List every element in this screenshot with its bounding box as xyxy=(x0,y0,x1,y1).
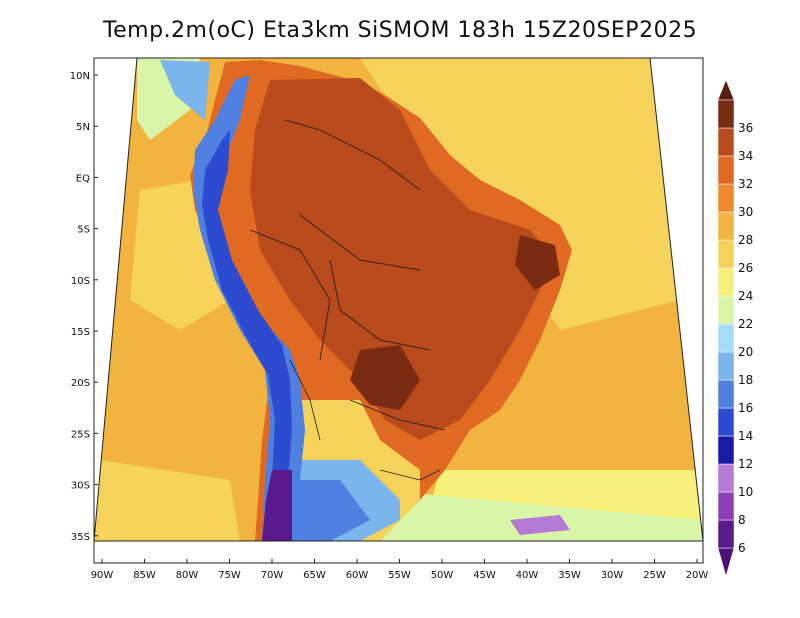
colorbar-label: 26 xyxy=(738,261,753,275)
atlantic-warm-area xyxy=(360,58,680,330)
lon-label: 90W xyxy=(91,570,114,581)
latitude-axis: 10N 5N EQ 5S 10S 15S 20S 25S 30S 35S xyxy=(70,71,98,543)
south-atlantic-cooler-band xyxy=(360,490,703,541)
lon-label: 65W xyxy=(303,570,326,581)
colorbar-swatch xyxy=(717,435,735,465)
andes-coldest-core xyxy=(202,130,292,541)
colorbar-swatch xyxy=(717,239,735,269)
colorbar-swatch xyxy=(717,323,735,353)
colorbar-label: 14 xyxy=(738,429,753,443)
colorbar-swatch xyxy=(717,295,735,325)
lon-label: 45W xyxy=(473,570,496,581)
colorbar-label: 6 xyxy=(738,541,746,555)
map-title: Temp.2m(oC) Eta3km SiSMOM 183h 15Z20SEP2… xyxy=(102,18,698,43)
lat-label: 35S xyxy=(71,532,90,543)
colorbar-swatch xyxy=(717,379,735,409)
colorbar-label: 30 xyxy=(738,205,753,219)
lon-label: 80W xyxy=(176,570,199,581)
lat-label: 10N xyxy=(70,71,90,82)
colorbar-label: 20 xyxy=(738,345,753,359)
central-hot-core xyxy=(250,78,555,440)
colorbar-label: 28 xyxy=(738,233,753,247)
lat-label: 25S xyxy=(71,429,90,440)
colorbar-swatch xyxy=(717,463,735,493)
lat-label: 10S xyxy=(71,276,90,287)
map-field xyxy=(94,58,703,541)
lat-label: EQ xyxy=(76,173,90,184)
lon-label: 55W xyxy=(388,570,411,581)
colorbar-swatch xyxy=(717,351,735,381)
colorbar-min-arrow xyxy=(717,547,735,577)
northeast-hottest xyxy=(515,235,560,290)
pacific-south-warm xyxy=(94,460,240,541)
pampas-cooler xyxy=(290,480,370,541)
patagonia-coldest xyxy=(262,470,292,541)
lat-label: 15S xyxy=(71,327,90,338)
lon-label: 35W xyxy=(558,570,581,581)
colorbar-label: 32 xyxy=(738,177,753,191)
pacific-north-cooler xyxy=(160,60,210,120)
colorbar-max-arrow xyxy=(717,79,735,101)
lon-label: 70W xyxy=(261,570,284,581)
lon-label: 75W xyxy=(218,570,241,581)
lat-label: 5S xyxy=(77,225,90,236)
colorbar-label: 34 xyxy=(738,149,753,163)
colorbar-label: 8 xyxy=(738,513,746,527)
colorbar-swatch xyxy=(717,99,735,129)
pantanal-hottest xyxy=(350,345,420,410)
lon-label: 20W xyxy=(686,570,709,581)
lon-label: 40W xyxy=(516,570,539,581)
colorbar-label: 24 xyxy=(738,289,753,303)
colorbar-label: 12 xyxy=(738,457,753,471)
lat-label: 30S xyxy=(71,481,90,492)
lat-label: 20S xyxy=(71,378,90,389)
colorbar-swatch xyxy=(717,407,735,437)
colorbar-swatch xyxy=(717,155,735,185)
lon-label: 30W xyxy=(601,570,624,581)
colorbar-swatch xyxy=(717,491,735,521)
colorbar-swatch xyxy=(717,127,735,157)
south-atlantic-cold-patch xyxy=(510,515,570,535)
lat-label: 5N xyxy=(76,122,90,133)
lon-label: 50W xyxy=(431,570,454,581)
colorbar-swatch xyxy=(717,211,735,241)
colorbar-label: 10 xyxy=(738,485,753,499)
colorbar-swatch xyxy=(717,183,735,213)
colorbar-label: 36 xyxy=(738,121,753,135)
colorbar-label: 16 xyxy=(738,401,753,415)
colorbar-label: 18 xyxy=(738,373,753,387)
lon-label: 60W xyxy=(346,570,369,581)
colorbar-label: 22 xyxy=(738,317,753,331)
lon-label: 25W xyxy=(643,570,666,581)
colorbar-swatch xyxy=(717,519,735,549)
lon-label: 85W xyxy=(133,570,156,581)
plot-frame xyxy=(93,57,704,564)
country-borders xyxy=(249,119,446,481)
colorbar-swatch xyxy=(717,267,735,297)
colorbar: 6 8 10 12 14 16 18 20 22 24 26 28 30 32 34 36 xyxy=(717,79,753,577)
longitude-axis: 90W 85W 80W 75W 70W 65W 60W 55W 50W 45W 40W 35W 30W 2… xyxy=(91,559,709,581)
